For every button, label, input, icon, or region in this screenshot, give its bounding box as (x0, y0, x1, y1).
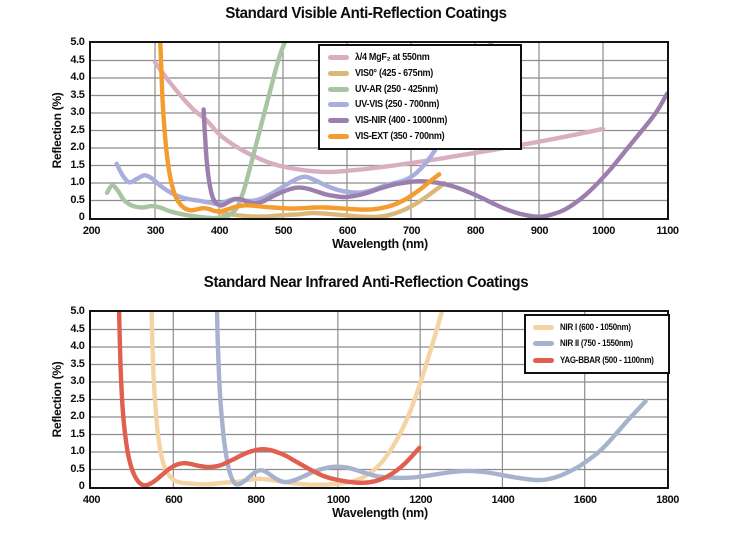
legend-swatch-uvar (328, 86, 349, 92)
x-axis-label: Wavelength (nm) (332, 506, 428, 520)
legend-swatch-yagbbar (533, 358, 554, 364)
x-tick-label: 600 (165, 494, 183, 506)
y-tick-label: 0 (78, 211, 85, 223)
x-tick-label: 800 (247, 494, 265, 506)
x-tick-label: 600 (338, 225, 357, 237)
y-tick-label: 3.5 (70, 88, 85, 101)
y-tick-label: 1.0 (70, 445, 85, 457)
legend-item: NIR II (750 - 1550nm) (533, 338, 661, 349)
y-tick-label: 2.0 (70, 410, 85, 422)
legend-item: λ/4 MgF₂ at 550nm (328, 52, 512, 63)
y-tick-label: 4.5 (70, 322, 85, 335)
chart-title: Standard Visible Anti-Reflection Coating… (225, 5, 507, 22)
legend-label: UV-VIS (250 - 700nm) (355, 99, 440, 111)
legend-swatch-uvvis (328, 102, 349, 108)
y-tick-label: 0 (78, 480, 85, 492)
x-tick-label: 300 (146, 225, 165, 237)
x-tick-label: 900 (530, 225, 549, 237)
x-tick-label: 500 (274, 225, 293, 237)
x-tick-label: 1200 (409, 494, 433, 506)
y-tick-label: 5.0 (70, 36, 85, 48)
legend-label: λ/4 MgF₂ at 550nm (355, 52, 430, 64)
x-tick-label: 1800 (656, 494, 679, 506)
y-tick-label: 2.0 (70, 141, 85, 153)
x-tick-label: 800 (466, 225, 485, 237)
legend-label: VIS-NIR (400 - 1000nm) (355, 114, 448, 126)
series-line-uvar (104, 42, 287, 218)
series-line-visnir (201, 91, 667, 218)
plot-area (91, 42, 667, 218)
y-tick-label: 2.5 (70, 123, 85, 136)
series-line-yagbbar (116, 311, 422, 487)
legend-label: VIS-EXT (350 - 700nm) (355, 130, 445, 142)
x-tick-label: 400 (82, 494, 101, 506)
legend-label: YAG-BBAR (500 - 1100nm) (560, 355, 654, 367)
series-line-visext (158, 42, 442, 214)
legend-item: YAG-BBAR (500 - 1100nm) (533, 355, 661, 366)
chart-title: Standard Near Infrared Anti-Reflection C… (203, 274, 529, 291)
y-tick-label: 1.5 (70, 158, 85, 171)
legend-item: VIS-NIR (400 - 1000nm) (328, 115, 512, 126)
legend-label: NIR II (750 - 1550nm) (560, 338, 633, 350)
legend-swatch-vis0 (328, 70, 349, 76)
legend-swatch-mgf2 (328, 55, 349, 61)
series-line-uvvis (114, 42, 494, 206)
x-tick-label: 1400 (491, 494, 515, 506)
y-tick-label: 4.0 (70, 340, 85, 352)
legend-swatch-visext (328, 133, 349, 139)
series-line-nir1 (149, 311, 444, 487)
legend-item: VIS0° (425 - 675nm) (328, 68, 512, 79)
legend-swatch-nir1 (533, 324, 554, 330)
x-axis-label: Wavelength (nm) (332, 237, 428, 251)
y-tick-label: 0.5 (70, 462, 85, 475)
legend: NIR I (600 - 1050nm) NIR II (750 - 1550nm… (524, 314, 670, 374)
x-tick-label: 400 (210, 225, 229, 237)
legend-item: UV-VIS (250 - 700nm) (328, 99, 512, 110)
x-tick-label: 1100 (656, 225, 679, 237)
x-tick-label: 700 (402, 225, 421, 237)
y-tick-label: 5.0 (70, 305, 85, 317)
y-tick-label: 4.5 (70, 53, 85, 66)
plot-area (91, 311, 667, 487)
y-tick-label: 4.0 (70, 71, 85, 83)
y-tick-label: 1.5 (70, 427, 85, 440)
x-tick-label: 1000 (326, 494, 350, 506)
y-tick-label: 3.0 (70, 375, 85, 387)
y-tick-label: 0.5 (70, 193, 85, 206)
legend-label: NIR I (600 - 1050nm) (560, 321, 631, 333)
legend-item: UV-AR (250 - 425nm) (328, 84, 512, 95)
y-tick-label: 3.0 (70, 106, 85, 118)
legend: λ/4 MgF₂ at 550nm VIS0° (425 - 675nm) UV-A… (318, 44, 522, 150)
legend-item: VIS-EXT (350 - 700nm) (328, 131, 512, 142)
y-tick-label: 1.0 (70, 176, 85, 188)
legend-item: NIR I (600 - 1050nm) (533, 322, 661, 333)
legend-label: VIS0° (425 - 675nm) (355, 67, 434, 79)
series-line-vis0 (216, 180, 447, 218)
series-line-nir2 (214, 311, 648, 487)
x-tick-label: 1600 (573, 494, 597, 506)
x-tick-label: 1000 (592, 225, 615, 237)
legend-swatch-nir2 (533, 341, 554, 347)
y-tick-label: 2.5 (70, 392, 85, 405)
y-tick-label: 3.5 (70, 357, 85, 370)
x-tick-label: 200 (82, 225, 101, 237)
visible-ar-chart: Standard Visible Anti-Reflection Coating… (0, 0, 732, 262)
nir-ar-chart: Standard Near Infrared Anti-Reflection C… (0, 268, 732, 537)
legend-swatch-visnir (328, 117, 349, 123)
legend-label: UV-AR (250 - 425nm) (355, 83, 438, 95)
